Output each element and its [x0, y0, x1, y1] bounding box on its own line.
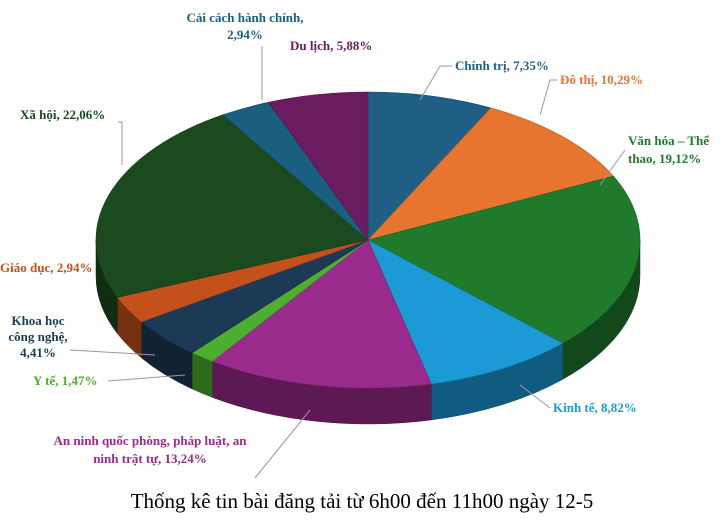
data-label: Du lịch, 5,88% [290, 38, 372, 53]
pie-slice [211, 239, 432, 389]
data-label: Giáo dục, 2,94% [0, 260, 92, 275]
data-label: Văn hóa – Thể thao, 19,12% [628, 133, 710, 166]
data-label: Chính trị, 7,35% [455, 58, 549, 73]
pie-slice [367, 107, 614, 241]
data-label: Khoa học công nghệ, 4,41% [8, 313, 67, 360]
data-label: Đô thị, 10,29% [560, 72, 643, 87]
chart-title: Thống kê tin bài đăng tải từ 6h00 đến 11… [131, 489, 594, 513]
leader-line [419, 65, 452, 101]
data-label: An ninh quốc phòng, pháp luật, an ninh tr… [54, 433, 248, 466]
leader-line [599, 149, 626, 186]
pie-slice [95, 114, 369, 298]
pie-slice [367, 91, 492, 241]
data-label: Y tế, 1,47% [33, 373, 98, 388]
leader-line [539, 79, 557, 116]
pie-slice [267, 91, 369, 241]
leader-line [107, 374, 186, 382]
data-label: Cải cách hành chính, 2,94% [186, 10, 303, 42]
leader-line [254, 409, 311, 479]
pie-sides [95, 239, 641, 425]
leader-line [519, 384, 551, 409]
data-label: Kinh tế, 8,82% [553, 400, 637, 415]
pie-slice [367, 175, 641, 344]
pie-slice [367, 239, 564, 385]
data-label: Xã hội, 22,06% [20, 107, 105, 122]
leader-line [118, 121, 123, 165]
leader-line [69, 349, 156, 356]
